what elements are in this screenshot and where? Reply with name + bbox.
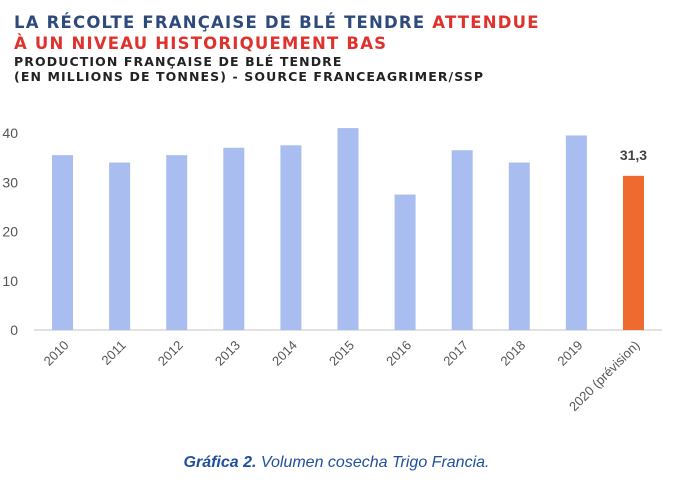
figure-caption: Gráfica 2. Volumen cosecha Trigo Francia… [0, 454, 673, 472]
bar [166, 155, 188, 330]
x-tick-label: 2015 [326, 338, 357, 369]
chart-subtitle-line-1: PRODUCTION FRANÇAISE DE BLÉ TENDRE [14, 54, 343, 69]
x-tick-label: 2013 [212, 338, 243, 369]
bar [52, 155, 74, 330]
bar [508, 162, 530, 330]
bar-chart: 0 10 20 30 40 2010 2011 2012 2013 2014 2015 2016 201… [2, 125, 662, 414]
bar [223, 147, 245, 330]
caption-text: Volumen cosecha Trigo Francia. [260, 454, 490, 471]
bar [109, 162, 131, 330]
x-tick-label: 2011 [98, 338, 128, 368]
bar [337, 128, 359, 330]
y-tick-label: 10 [2, 273, 18, 289]
x-tick-label: 2014 [269, 338, 300, 369]
x-tick-label: 2012 [155, 338, 186, 369]
bar [451, 150, 473, 330]
y-tick-label: 30 [2, 174, 18, 190]
caption-label: Gráfica 2. [183, 454, 257, 471]
y-tick-label: 0 [10, 322, 18, 338]
chart-title-block: LA RÉCOLTE FRANÇAISE DE BLÉ TENDRE ATTEN… [14, 12, 540, 84]
data-label: 31,3 [620, 147, 647, 163]
bar [280, 145, 302, 330]
bar [565, 135, 587, 330]
chart-title-part-1: LA RÉCOLTE FRANÇAISE DE BLÉ TENDRE [14, 13, 426, 32]
chart-subtitle-line-2: (EN MILLIONS DE TONNES) - SOURCE FRANCEA… [14, 69, 485, 84]
y-tick-label: 40 [2, 125, 18, 141]
bar-forecast [622, 175, 644, 330]
bar [394, 194, 416, 330]
x-tick-label: 2010 [41, 338, 72, 369]
chart-title-line-1: LA RÉCOLTE FRANÇAISE DE BLÉ TENDRE ATTEN… [14, 12, 540, 33]
y-tick-label: 20 [2, 224, 18, 240]
x-tick-label: 2019 [554, 338, 585, 369]
x-tick-label: 2017 [440, 338, 471, 369]
chart-title-line-2: À UN NIVEAU HISTORIQUEMENT BAS [14, 34, 388, 53]
chart-title-part-2: ATTENDUE [432, 13, 540, 32]
x-tick-label: 2016 [383, 338, 414, 369]
x-tick-label: 2018 [497, 338, 528, 369]
